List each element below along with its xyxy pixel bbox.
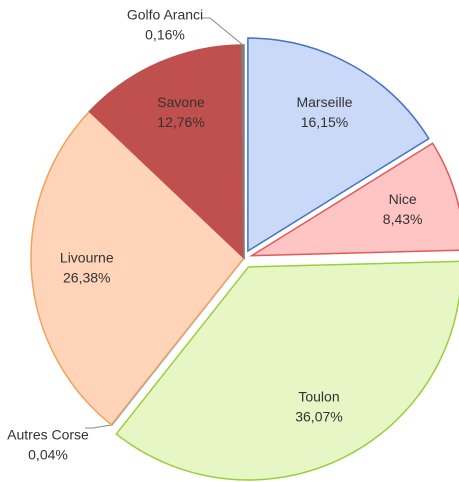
pie-slice [30, 110, 246, 426]
slice-label: Toulon [298, 389, 339, 405]
slice-label: Nice [389, 191, 417, 207]
pie-slice [248, 142, 459, 257]
pie-slice [88, 44, 245, 260]
slice-label: Savone [157, 94, 205, 110]
slice-value-label: 0,16% [145, 27, 185, 43]
slice-label: Livourne [60, 250, 114, 266]
slice-value-label: 0,04% [28, 447, 68, 463]
pie-slice [241, 44, 245, 259]
slice-label: Marseille [296, 94, 352, 110]
pie-slice [247, 37, 430, 253]
slice-value-label: 8,43% [383, 211, 423, 227]
pie-slice [115, 260, 459, 481]
slice-label: Autres Corse [7, 427, 89, 443]
leader-line [202, 17, 244, 46]
leader-line [85, 424, 112, 429]
slice-label: Golfo Aranci [127, 7, 203, 23]
slice-value-label: 36,07% [295, 409, 342, 425]
slice-value-label: 16,15% [301, 114, 348, 130]
slice-value-label: 26,38% [63, 270, 110, 286]
slice-value-label: 12,76% [157, 114, 204, 130]
